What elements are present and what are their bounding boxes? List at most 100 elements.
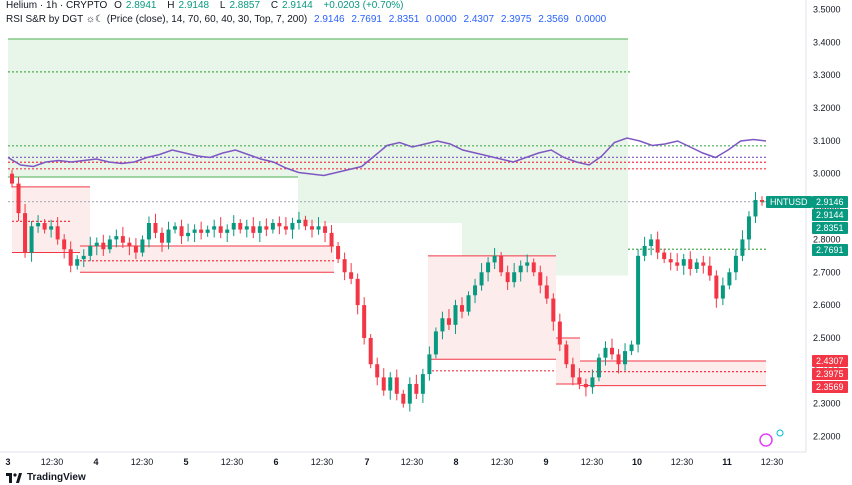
candle-body	[88, 245, 93, 256]
x-tick-label: 11	[722, 457, 732, 467]
candle-body	[538, 272, 543, 286]
x-tick-label: 6	[273, 457, 278, 467]
y-tick-label: 2.8000	[813, 234, 841, 244]
candle-body	[133, 245, 138, 253]
candle-body	[349, 272, 354, 279]
candle-body	[114, 236, 119, 240]
brand-name: TradingView	[27, 472, 86, 483]
alert-icon[interactable]	[759, 433, 773, 447]
candle-body	[251, 226, 256, 233]
candle-body	[173, 226, 178, 230]
candle-body	[407, 383, 412, 404]
candle-body	[636, 255, 641, 345]
candle-body	[23, 213, 28, 253]
x-tick-label: 8	[453, 457, 458, 467]
candle-body	[146, 223, 151, 240]
candle-body	[362, 305, 367, 338]
candle-body	[603, 347, 608, 358]
candle-body	[414, 383, 419, 394]
change-value: +0.0203 (+0.70%)	[323, 0, 404, 11]
candle-body	[446, 318, 451, 325]
x-tick-label: 4	[93, 457, 98, 467]
candle-body	[760, 200, 764, 202]
candle-body	[296, 219, 301, 223]
candle-body	[623, 351, 628, 365]
price-tag-0: 2.9146	[812, 195, 848, 208]
candle-body	[75, 259, 80, 266]
candle-body	[140, 239, 145, 253]
candle-body	[473, 285, 478, 296]
y-tick-label: 2.7000	[813, 267, 841, 277]
candle-body	[479, 272, 484, 286]
x-tick-label: 3	[5, 457, 10, 467]
zone-support-5	[580, 360, 766, 386]
rsi-value-6: 2.3975	[500, 14, 532, 25]
candle-body	[257, 226, 262, 233]
candle-body	[433, 331, 438, 355]
y-tick-label: 3.5000	[813, 5, 841, 15]
candle-body	[355, 278, 360, 306]
candle-body	[427, 354, 432, 375]
legend-row-ohlc: Helium · 1h · CRYPTO O 2.8941 H 2.9148 L 2.…	[6, 0, 407, 11]
close-value: 2.9144	[282, 0, 313, 11]
candle-body	[101, 242, 106, 250]
candle-body	[642, 245, 647, 256]
rsi-value-3: 2.8351	[388, 14, 420, 25]
zone-support-3	[428, 255, 556, 360]
high-value: 2.9148	[178, 0, 210, 11]
candle-body	[29, 226, 34, 253]
candle-body	[192, 229, 197, 233]
low-label: L	[219, 0, 226, 11]
open-value: 2.8941	[125, 0, 157, 11]
x-tick-label: 12:30	[41, 457, 64, 467]
candle-body	[512, 272, 517, 283]
rsi-value-8: 0.0000	[575, 14, 607, 25]
candle-body	[205, 229, 210, 233]
candle-body	[225, 229, 230, 233]
candle-body	[231, 223, 236, 230]
rsi-value-7: 2.3569	[538, 14, 569, 25]
candle-body	[420, 374, 425, 394]
candle-body	[505, 272, 510, 283]
candle-body	[368, 337, 373, 365]
x-tick-label: 7	[364, 457, 369, 467]
high-label: H	[167, 0, 175, 11]
tradingview-icon	[6, 472, 22, 483]
candle-body	[616, 354, 621, 365]
candle-body	[596, 357, 601, 378]
rsi-value-1: 2.9146	[314, 14, 345, 25]
candle-body	[120, 236, 125, 243]
candle-body	[127, 242, 132, 246]
symbol-title: Helium · 1h · CRYPTO	[6, 0, 108, 11]
price-tag-3: 2.7691	[812, 243, 848, 256]
candle-body	[714, 275, 719, 299]
candle-body	[68, 249, 73, 266]
y-tick-label: 2.3000	[813, 399, 841, 409]
x-tick-label: 12:30	[581, 457, 604, 467]
rsi-indicator-label: RSI S&R by DGT ☼☾ (Price (close), 14, 70…	[6, 14, 308, 25]
tradingview-logo[interactable]: TradingView	[6, 472, 86, 483]
price-tag-6: 2.3569	[812, 380, 848, 393]
candle-body	[753, 200, 758, 217]
candle-body	[655, 239, 660, 253]
y-tick-label: 3.4000	[813, 37, 841, 47]
candle-body	[49, 226, 54, 230]
x-tick-label: 12:30	[311, 457, 334, 467]
x-tick-label: 12:30	[491, 457, 514, 467]
candle-body	[55, 226, 60, 240]
candle-body	[707, 265, 712, 276]
candle-body	[153, 223, 158, 233]
candle-body	[518, 265, 523, 273]
candle-body	[179, 226, 184, 237]
candle-body	[577, 377, 582, 384]
y-tick-label: 3.2000	[813, 103, 841, 113]
candle-body	[662, 252, 667, 260]
candle-body	[336, 245, 341, 260]
candle-body	[720, 285, 725, 299]
candle-body	[16, 183, 21, 214]
candle-body	[681, 259, 686, 266]
candle-body	[733, 255, 738, 273]
candle-body	[460, 305, 464, 312]
candle-body	[186, 232, 191, 237]
